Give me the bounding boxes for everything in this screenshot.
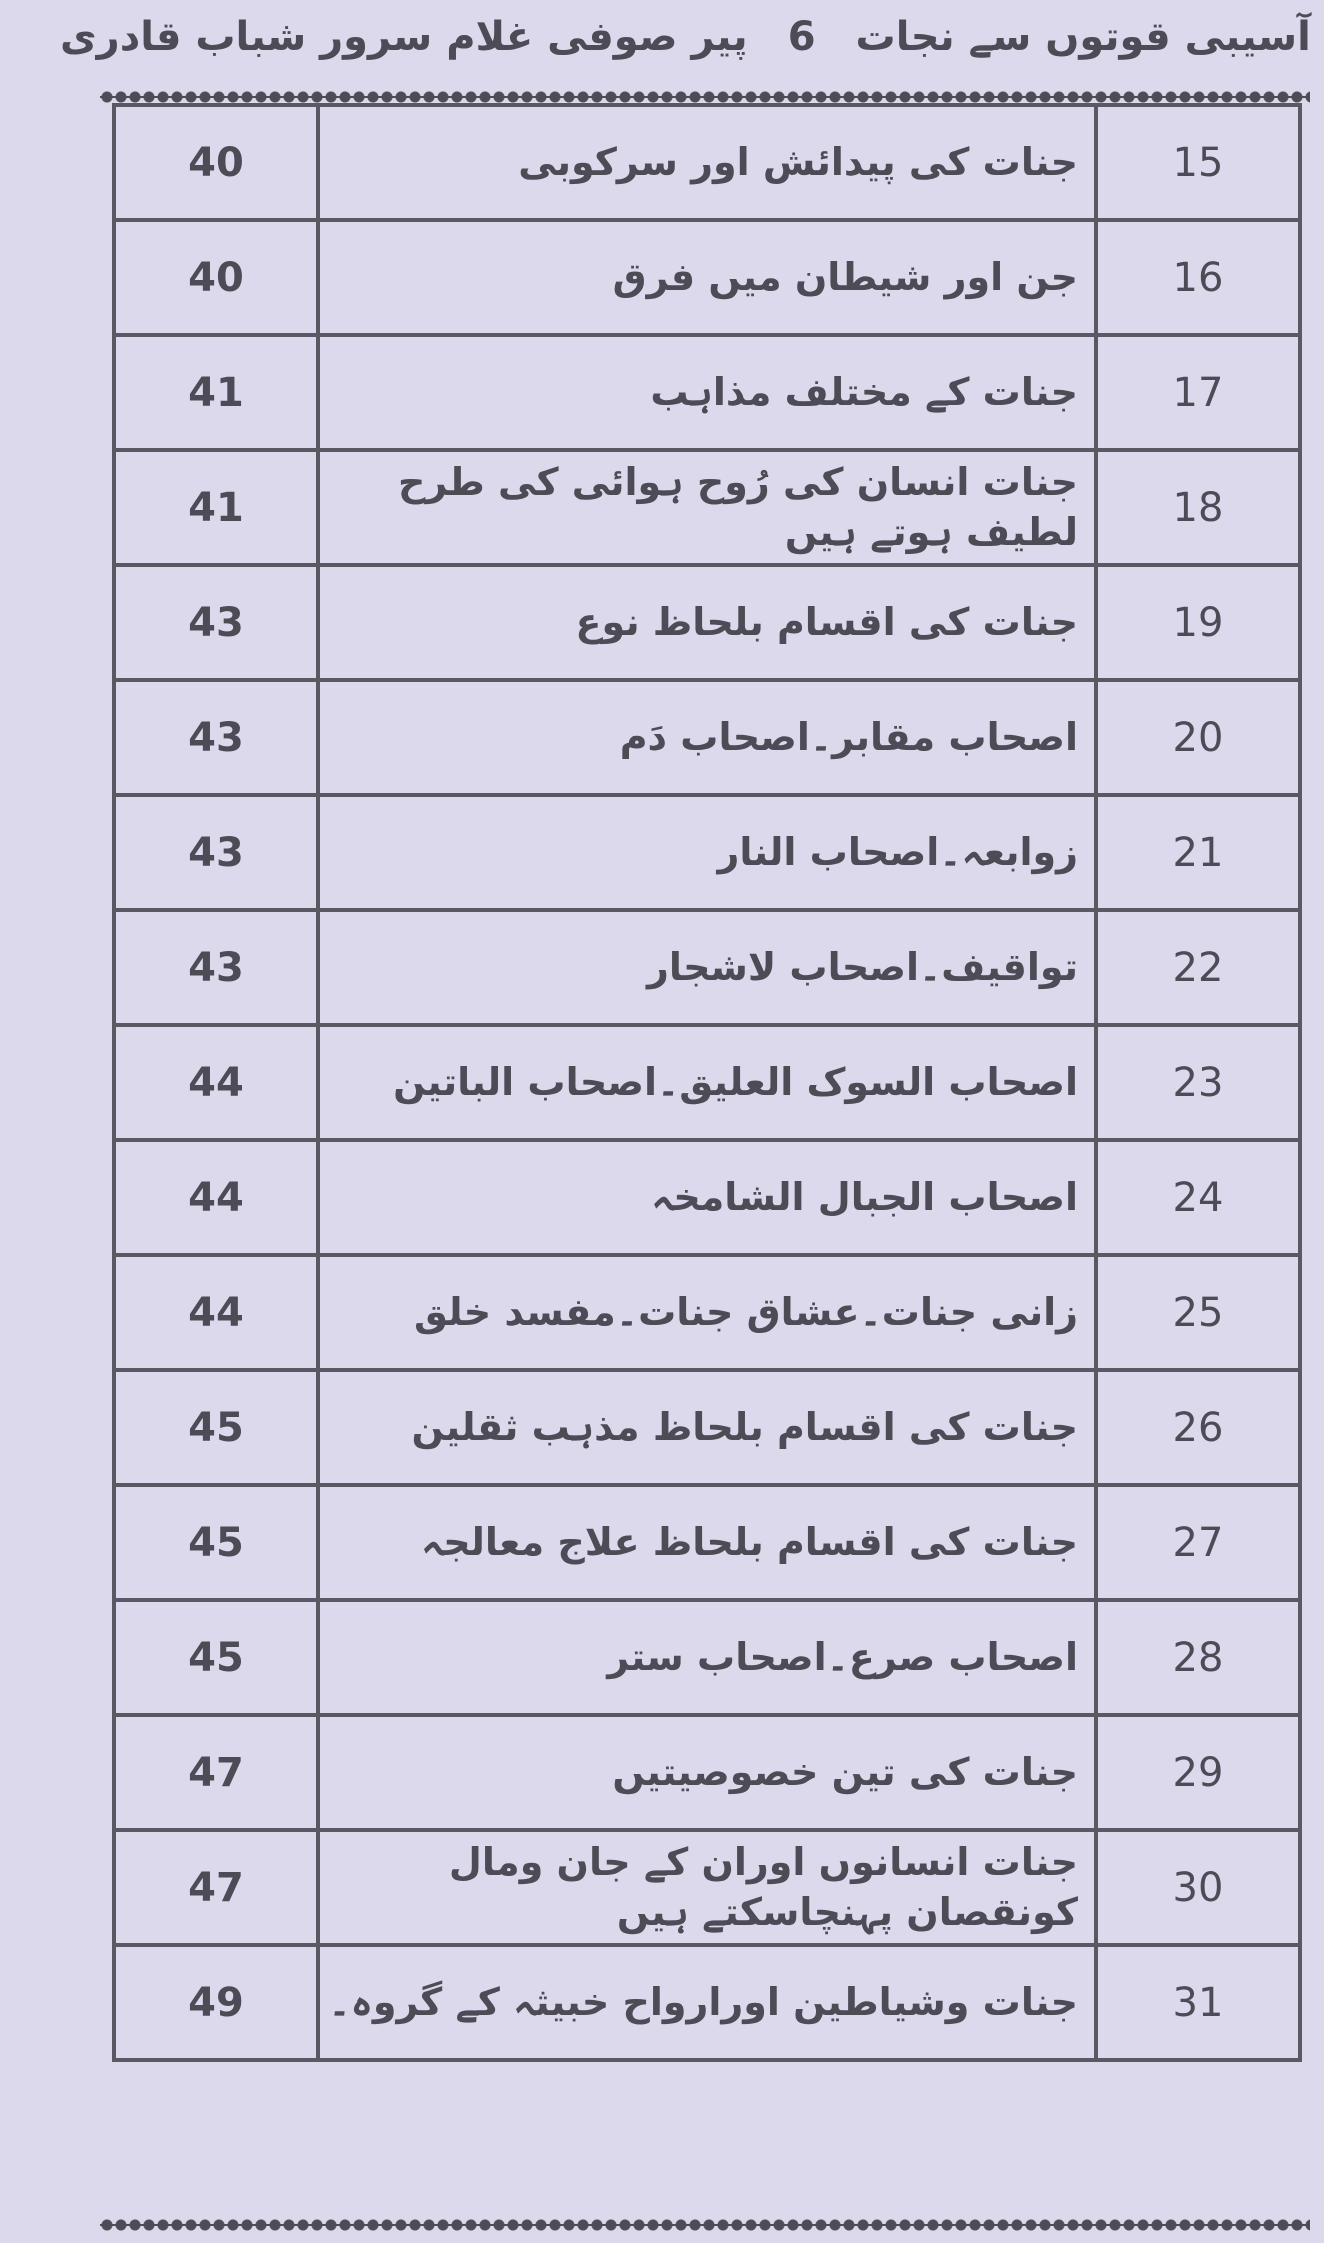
toc-entry-title: جنات انسان کی رُوح ہوائی کی طرح لطیف ہوت… xyxy=(316,448,1098,567)
toc-entry-page: 44 xyxy=(112,1138,320,1257)
toc-entry-page: 40 xyxy=(112,218,320,337)
toc-entry-title: تواقیف۔اصحاب لاشجار xyxy=(316,908,1098,1027)
toc-row: 17 جنات کے مختلف مذاہب 41 xyxy=(112,333,1302,452)
toc-entry-page: 43 xyxy=(112,793,320,912)
toc-row: 26 جنات کی اقسام بلحاظ مذہب ثقلین 45 xyxy=(112,1368,1302,1487)
toc-entry-title: جنات کی اقسام بلحاظ علاج معالجہ xyxy=(316,1483,1098,1602)
toc-entry-number: 29 xyxy=(1094,1713,1302,1832)
toc-entry-page: 43 xyxy=(112,563,320,682)
page-number: 6 xyxy=(787,14,816,60)
toc-entry-page: 45 xyxy=(112,1368,320,1487)
top-ornamental-rule xyxy=(100,90,1310,104)
toc-entry-number: 21 xyxy=(1094,793,1302,912)
toc-entry-title: جنات کے مختلف مذاہب xyxy=(316,333,1098,452)
toc-entry-number: 22 xyxy=(1094,908,1302,1027)
toc-entry-number: 18 xyxy=(1094,448,1302,567)
toc-entry-number: 26 xyxy=(1094,1368,1302,1487)
toc-row: 27 جنات کی اقسام بلحاظ علاج معالجہ 45 xyxy=(112,1483,1302,1602)
toc-row: 19 جنات کی اقسام بلحاظ نوع 43 xyxy=(112,563,1302,682)
page-header: پیر صوفی غلام سرور شباب قادری 6 آسیبی قو… xyxy=(60,14,1311,60)
toc-entry-number: 16 xyxy=(1094,218,1302,337)
toc-entry-number: 30 xyxy=(1094,1828,1302,1947)
toc-entry-title: جنات وشیاطین اورارواح خبیثہ کے گروہ۔ xyxy=(316,1943,1098,2062)
toc-entry-page: 44 xyxy=(112,1253,320,1372)
toc-row: 22 تواقیف۔اصحاب لاشجار 43 xyxy=(112,908,1302,1027)
toc-entry-title: جنات انسانوں اوران کے جان ومال کونقصان پ… xyxy=(316,1828,1098,1947)
toc-entry-page: 47 xyxy=(112,1828,320,1947)
toc-row: 24 اصحاب الجبال الشامخہ 44 xyxy=(112,1138,1302,1257)
toc-entry-number: 25 xyxy=(1094,1253,1302,1372)
table-of-contents: 15 جنات کی پیدائش اور سرکوبی 40 16 جن اور شی… xyxy=(112,103,1302,2062)
toc-row: 28 اصحاب صرع۔اصحاب ستر 45 xyxy=(112,1598,1302,1717)
toc-entry-page: 43 xyxy=(112,678,320,797)
toc-entry-title: جنات کی تین خصوصیتیں xyxy=(316,1713,1098,1832)
toc-entry-number: 15 xyxy=(1094,103,1302,222)
toc-entry-page: 41 xyxy=(112,333,320,452)
toc-entry-page: 43 xyxy=(112,908,320,1027)
toc-entry-title: جنات کی پیدائش اور سرکوبی xyxy=(316,103,1098,222)
toc-entry-number: 17 xyxy=(1094,333,1302,452)
toc-entry-number: 31 xyxy=(1094,1943,1302,2062)
toc-row: 18 جنات انسان کی رُوح ہوائی کی طرح لطیف ہ… xyxy=(112,448,1302,567)
toc-entry-title: جنات کی اقسام بلحاظ مذہب ثقلین xyxy=(316,1368,1098,1487)
toc-entry-page: 41 xyxy=(112,448,320,567)
toc-row: 31 جنات وشیاطین اورارواح خبیثہ کے گروہ۔ 49 xyxy=(112,1943,1302,2062)
toc-entry-page: 40 xyxy=(112,103,320,222)
toc-row: 15 جنات کی پیدائش اور سرکوبی 40 xyxy=(112,103,1302,222)
toc-row: 16 جن اور شیطان میں فرق 40 xyxy=(112,218,1302,337)
toc-entry-title: اصحاب الجبال الشامخہ xyxy=(316,1138,1098,1257)
toc-entry-title: جنات کی اقسام بلحاظ نوع xyxy=(316,563,1098,682)
toc-row: 30 جنات انسانوں اوران کے جان ومال کونقصان… xyxy=(112,1828,1302,1947)
toc-entry-number: 24 xyxy=(1094,1138,1302,1257)
toc-entry-number: 28 xyxy=(1094,1598,1302,1717)
toc-row: 25 زانی جنات۔عشاق جنات۔مفسد خلق 44 xyxy=(112,1253,1302,1372)
toc-entry-page: 45 xyxy=(112,1483,320,1602)
toc-entry-number: 27 xyxy=(1094,1483,1302,1602)
toc-row: 23 اصحاب السوک العلیق۔اصحاب الباتین 44 xyxy=(112,1023,1302,1142)
book-title: آسیبی قوتوں سے نجات xyxy=(855,14,1311,60)
toc-entry-title: اصحاب صرع۔اصحاب ستر xyxy=(316,1598,1098,1717)
toc-row: 29 جنات کی تین خصوصیتیں 47 xyxy=(112,1713,1302,1832)
toc-entry-title: جن اور شیطان میں فرق xyxy=(316,218,1098,337)
toc-entry-title: اصحاب السوک العلیق۔اصحاب الباتین xyxy=(316,1023,1098,1142)
toc-entry-number: 23 xyxy=(1094,1023,1302,1142)
toc-entry-page: 47 xyxy=(112,1713,320,1832)
toc-entry-number: 20 xyxy=(1094,678,1302,797)
toc-entry-page: 49 xyxy=(112,1943,320,2062)
toc-entry-number: 19 xyxy=(1094,563,1302,682)
toc-row: 21 زوابعہ۔اصحاب النار 43 xyxy=(112,793,1302,912)
toc-entry-page: 44 xyxy=(112,1023,320,1142)
toc-entry-page: 45 xyxy=(112,1598,320,1717)
toc-row: 20 اصحاب مقابر۔اصحاب دَم 43 xyxy=(112,678,1302,797)
toc-entry-title: زانی جنات۔عشاق جنات۔مفسد خلق xyxy=(316,1253,1098,1372)
toc-entry-title: زوابعہ۔اصحاب النار xyxy=(316,793,1098,912)
author-name: پیر صوفی غلام سرور شباب قادری xyxy=(60,14,748,60)
bottom-ornamental-rule xyxy=(100,2218,1310,2232)
toc-entry-title: اصحاب مقابر۔اصحاب دَم xyxy=(316,678,1098,797)
